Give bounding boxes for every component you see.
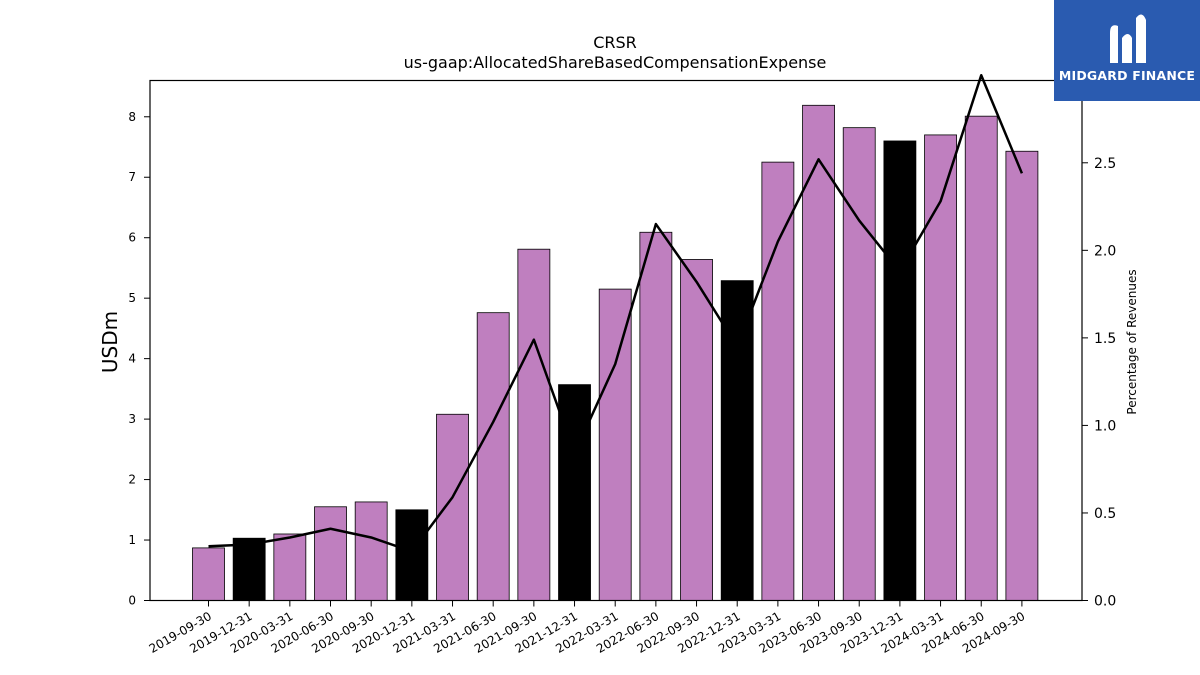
bar-2021-12-31 [558, 384, 591, 601]
percentage-line [208, 73, 1024, 553]
chart-subtitle: us-gaap:AllocatedShareBasedCompensationE… [404, 53, 827, 72]
bar-2020-06-30 [314, 506, 347, 601]
bar-2022-03-31 [598, 288, 632, 601]
bar-2019-12-31 [232, 537, 266, 601]
bars-group [192, 104, 1039, 601]
y-tick-label: 5 [128, 291, 136, 305]
y-tick-label: 6 [128, 231, 136, 245]
y2-axis-label: Percentage of Revenues [1125, 269, 1139, 414]
bar-2023-09-30 [842, 127, 876, 601]
y2-tick-label: 0.0 [1094, 594, 1116, 610]
plot-frame [149, 79, 1083, 602]
y-tick-label: 1 [128, 533, 136, 547]
x-axis: 2019-09-302019-12-312020-03-312020-06-30… [147, 600, 1027, 656]
y2-tick-label: 2.0 [1094, 243, 1116, 259]
bar-2020-03-31 [273, 533, 307, 601]
bar-2024-06-30 [964, 115, 998, 601]
bar-2022-06-30 [639, 231, 673, 601]
y-tick-label: 4 [128, 352, 136, 366]
chart-title: CRSR [593, 33, 637, 52]
bar-2023-03-31 [761, 161, 795, 601]
bar-2024-09-30 [1005, 150, 1039, 601]
y2-tick-label: 2.5 [1094, 156, 1116, 172]
y-tick-label: 2 [128, 473, 136, 487]
bar-2023-06-30 [802, 104, 835, 601]
y-axis-left: 0 1 2 3 4 5 6 7 8 [128, 110, 150, 608]
y-tick-label: 3 [128, 412, 136, 426]
y2-tick-label: 1.5 [1094, 331, 1116, 347]
bar-2019-09-30 [192, 547, 225, 601]
bar-2024-03-31 [924, 134, 957, 601]
brand-name: MIDGARD FINANCE [1058, 68, 1196, 83]
y-axis-label: USDm [98, 311, 122, 373]
brand-logo: MIDGARD FINANCE [1054, 0, 1200, 101]
bar-2022-12-31 [720, 280, 754, 601]
bar-2021-03-31 [436, 413, 469, 601]
bar-2020-12-31 [395, 509, 429, 601]
bar-2021-06-30 [476, 312, 510, 601]
bar-2023-12-31 [883, 140, 917, 601]
midgard-logo-icon [1110, 14, 1146, 64]
y-tick-label: 0 [128, 594, 136, 608]
bar-2021-09-30 [517, 248, 551, 601]
y2-tick-label: 1.0 [1094, 418, 1116, 434]
y-tick-label: 8 [128, 110, 136, 124]
y-tick-label: 7 [128, 170, 136, 184]
y2-tick-label: 0.5 [1094, 506, 1116, 522]
bar-2022-09-30 [680, 259, 713, 601]
y-axis-right: 0.0 0.5 1.0 1.5 2.0 2.5 [1082, 156, 1116, 610]
bar-2020-09-30 [354, 501, 388, 601]
